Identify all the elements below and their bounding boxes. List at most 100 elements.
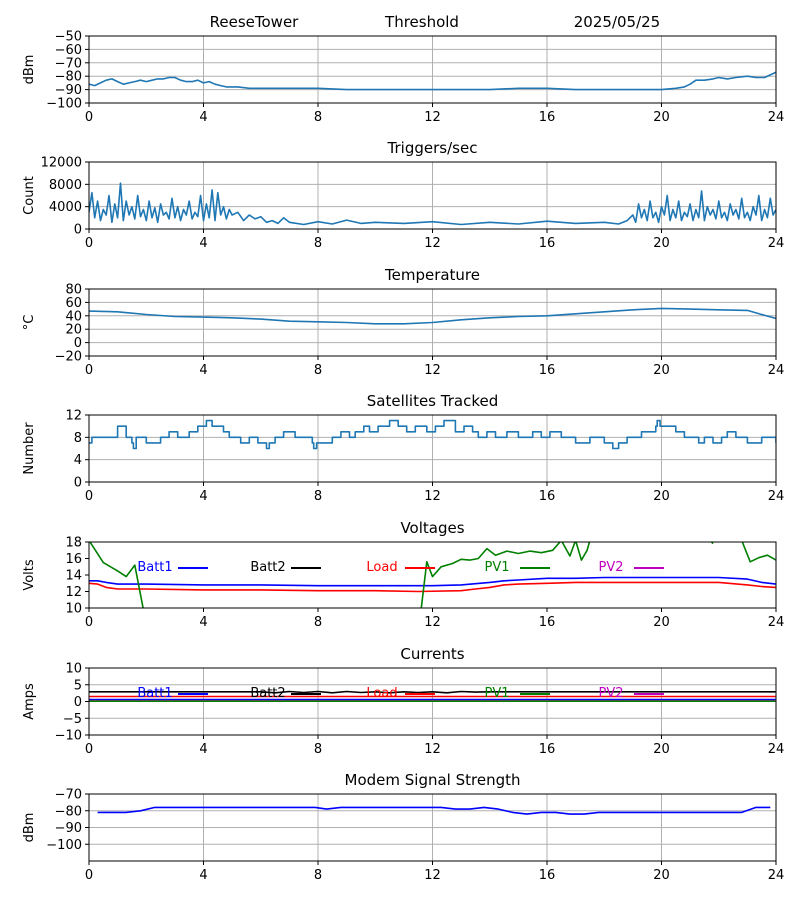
voltages-ytick-label-2: 14 xyxy=(65,569,82,584)
voltages-title: Voltages xyxy=(400,519,464,537)
currents-ytick-label-2: 0 xyxy=(74,695,82,710)
triggers-xtick-label-6: 24 xyxy=(768,236,785,251)
satellites-panel: 0 4 8 12 16 20 24 0 4 8 12 Satellites Tracked Number xyxy=(22,392,784,504)
header-station: ReeseTower xyxy=(210,13,300,31)
threshold-xtick-label-6: 24 xyxy=(768,110,785,125)
temperature-ytick-label-2: 20 xyxy=(65,323,82,338)
voltages-ytick-label-3: 16 xyxy=(65,552,82,567)
triggers-xtick-label-0: 0 xyxy=(85,236,93,251)
modem-xtick-label-1: 4 xyxy=(199,868,207,883)
voltages-series-load xyxy=(89,581,776,593)
temperature-xtick-label-1: 4 xyxy=(199,363,207,378)
satellites-ylabel: Number xyxy=(22,422,37,475)
temperature-ylabel: °C xyxy=(22,315,37,331)
temperature-xtick-label-6: 24 xyxy=(768,363,785,378)
modem-xtick-label-3: 12 xyxy=(424,868,441,883)
temperature-ytick-label-0: −20 xyxy=(55,350,82,365)
temperature-xtick-label-5: 20 xyxy=(653,363,670,378)
triggers-ytick-label-2: 8000 xyxy=(49,178,82,193)
triggers-ylabel: Count xyxy=(22,176,37,215)
currents-xtick-label-4: 16 xyxy=(539,742,556,757)
threshold-ytick-label-0: −100 xyxy=(46,97,82,112)
satellites-xtick-label-3: 12 xyxy=(424,489,441,504)
modem-ytick-label-1: −90 xyxy=(55,821,82,836)
modem-ytick-label-2: −80 xyxy=(55,804,82,819)
currents-ytick-label-3: 5 xyxy=(74,678,82,693)
voltages-series-pv1-seg-3 xyxy=(741,542,776,563)
satellites-ytick-label-0: 0 xyxy=(74,476,82,491)
header-mode: Threshold xyxy=(384,13,459,31)
satellites-ytick-label-2: 8 xyxy=(74,431,82,446)
satellites-series-0 xyxy=(89,419,776,450)
modem-ylabel: dBm xyxy=(22,813,37,843)
temperature-xtick-label-3: 12 xyxy=(424,363,441,378)
temperature-series-0 xyxy=(89,307,776,325)
threshold-ylabel: dBm xyxy=(22,55,37,85)
voltages-xtick-label-4: 16 xyxy=(539,615,556,630)
currents-legend-label-batt1: Batt1 xyxy=(137,686,172,701)
modem-xtick-label-6: 24 xyxy=(768,868,785,883)
threshold-ytick-label-1: −90 xyxy=(55,83,82,98)
currents-title: Currents xyxy=(400,645,464,663)
threshold-ytick-label-2: −80 xyxy=(55,70,82,85)
satellites-xtick-label-6: 24 xyxy=(768,489,785,504)
temperature-ytick-label-4: 60 xyxy=(65,296,82,311)
currents-series-batt2 xyxy=(89,690,776,694)
currents-ytick-label-0: −10 xyxy=(55,729,82,744)
triggers-xtick-label-4: 16 xyxy=(539,236,556,251)
threshold-xtick-label-0: 0 xyxy=(85,110,93,125)
threshold-ytick-label-3: −70 xyxy=(55,56,82,71)
currents-xtick-label-6: 24 xyxy=(768,742,785,757)
triggers-xtick-label-5: 20 xyxy=(653,236,670,251)
currents-xtick-label-0: 0 xyxy=(85,742,93,757)
voltages-xtick-label-1: 4 xyxy=(199,615,207,630)
modem-xtick-label-5: 20 xyxy=(653,868,670,883)
currents-xtick-label-1: 4 xyxy=(199,742,207,757)
voltages-series-pv1-seg-0 xyxy=(89,542,144,608)
triggers-series-0 xyxy=(89,182,776,226)
currents-xtick-label-3: 12 xyxy=(424,742,441,757)
currents-legend-label-batt2: Batt2 xyxy=(250,686,285,701)
currents-xtick-label-2: 8 xyxy=(314,742,322,757)
voltages-legend-label-load: Load xyxy=(366,560,397,575)
modem-title: Modem Signal Strength xyxy=(345,771,521,789)
modem-series-0 xyxy=(97,806,771,815)
voltages-ytick-label-0: 10 xyxy=(65,602,82,617)
threshold-ytick-label-5: −50 xyxy=(55,30,82,45)
voltages-legend-label-pv1: PV1 xyxy=(484,560,509,575)
voltages-xtick-label-6: 24 xyxy=(768,615,785,630)
triggers-ytick-label-0: 0 xyxy=(74,223,82,238)
satellites-xtick-label-0: 0 xyxy=(85,489,93,504)
currents-ytick-label-4: 10 xyxy=(65,662,82,677)
currents-xtick-label-5: 20 xyxy=(653,742,670,757)
triggers-panel: 0 4 8 12 16 20 24 0 4000 8000 12000 Triggers/sec Cou… xyxy=(22,139,784,251)
currents-ytick-label-1: −5 xyxy=(63,712,82,727)
voltages-xtick-label-5: 20 xyxy=(653,615,670,630)
voltages-series-pv1-seg-2 xyxy=(710,542,714,545)
header-date: 2025/05/25 xyxy=(574,13,660,31)
voltages-series-pv1-seg-1 xyxy=(420,542,591,608)
threshold-xtick-label-4: 16 xyxy=(539,110,556,125)
currents-legend-label-pv2: PV2 xyxy=(598,686,623,701)
temperature-ytick-label-1: 0 xyxy=(74,336,82,351)
satellites-xtick-label-2: 8 xyxy=(314,489,322,504)
threshold-xtick-label-2: 8 xyxy=(314,110,322,125)
satellites-ytick-label-3: 12 xyxy=(65,409,82,424)
satellites-xtick-label-5: 20 xyxy=(653,489,670,504)
voltages-xtick-label-3: 12 xyxy=(424,615,441,630)
modem-ytick-label-3: −70 xyxy=(55,788,82,803)
threshold-series-0 xyxy=(89,71,776,91)
triggers-title: Triggers/sec xyxy=(387,139,478,157)
threshold-xtick-label-1: 4 xyxy=(199,110,207,125)
threshold-xtick-label-3: 12 xyxy=(424,110,441,125)
triggers-xtick-label-1: 4 xyxy=(199,236,207,251)
threshold-ytick-label-4: −60 xyxy=(55,43,82,58)
modem-xtick-label-0: 0 xyxy=(85,868,93,883)
temperature-ytick-label-5: 80 xyxy=(65,283,82,298)
temperature-xtick-label-4: 16 xyxy=(539,363,556,378)
voltages-legend-label-batt2: Batt2 xyxy=(250,560,285,575)
